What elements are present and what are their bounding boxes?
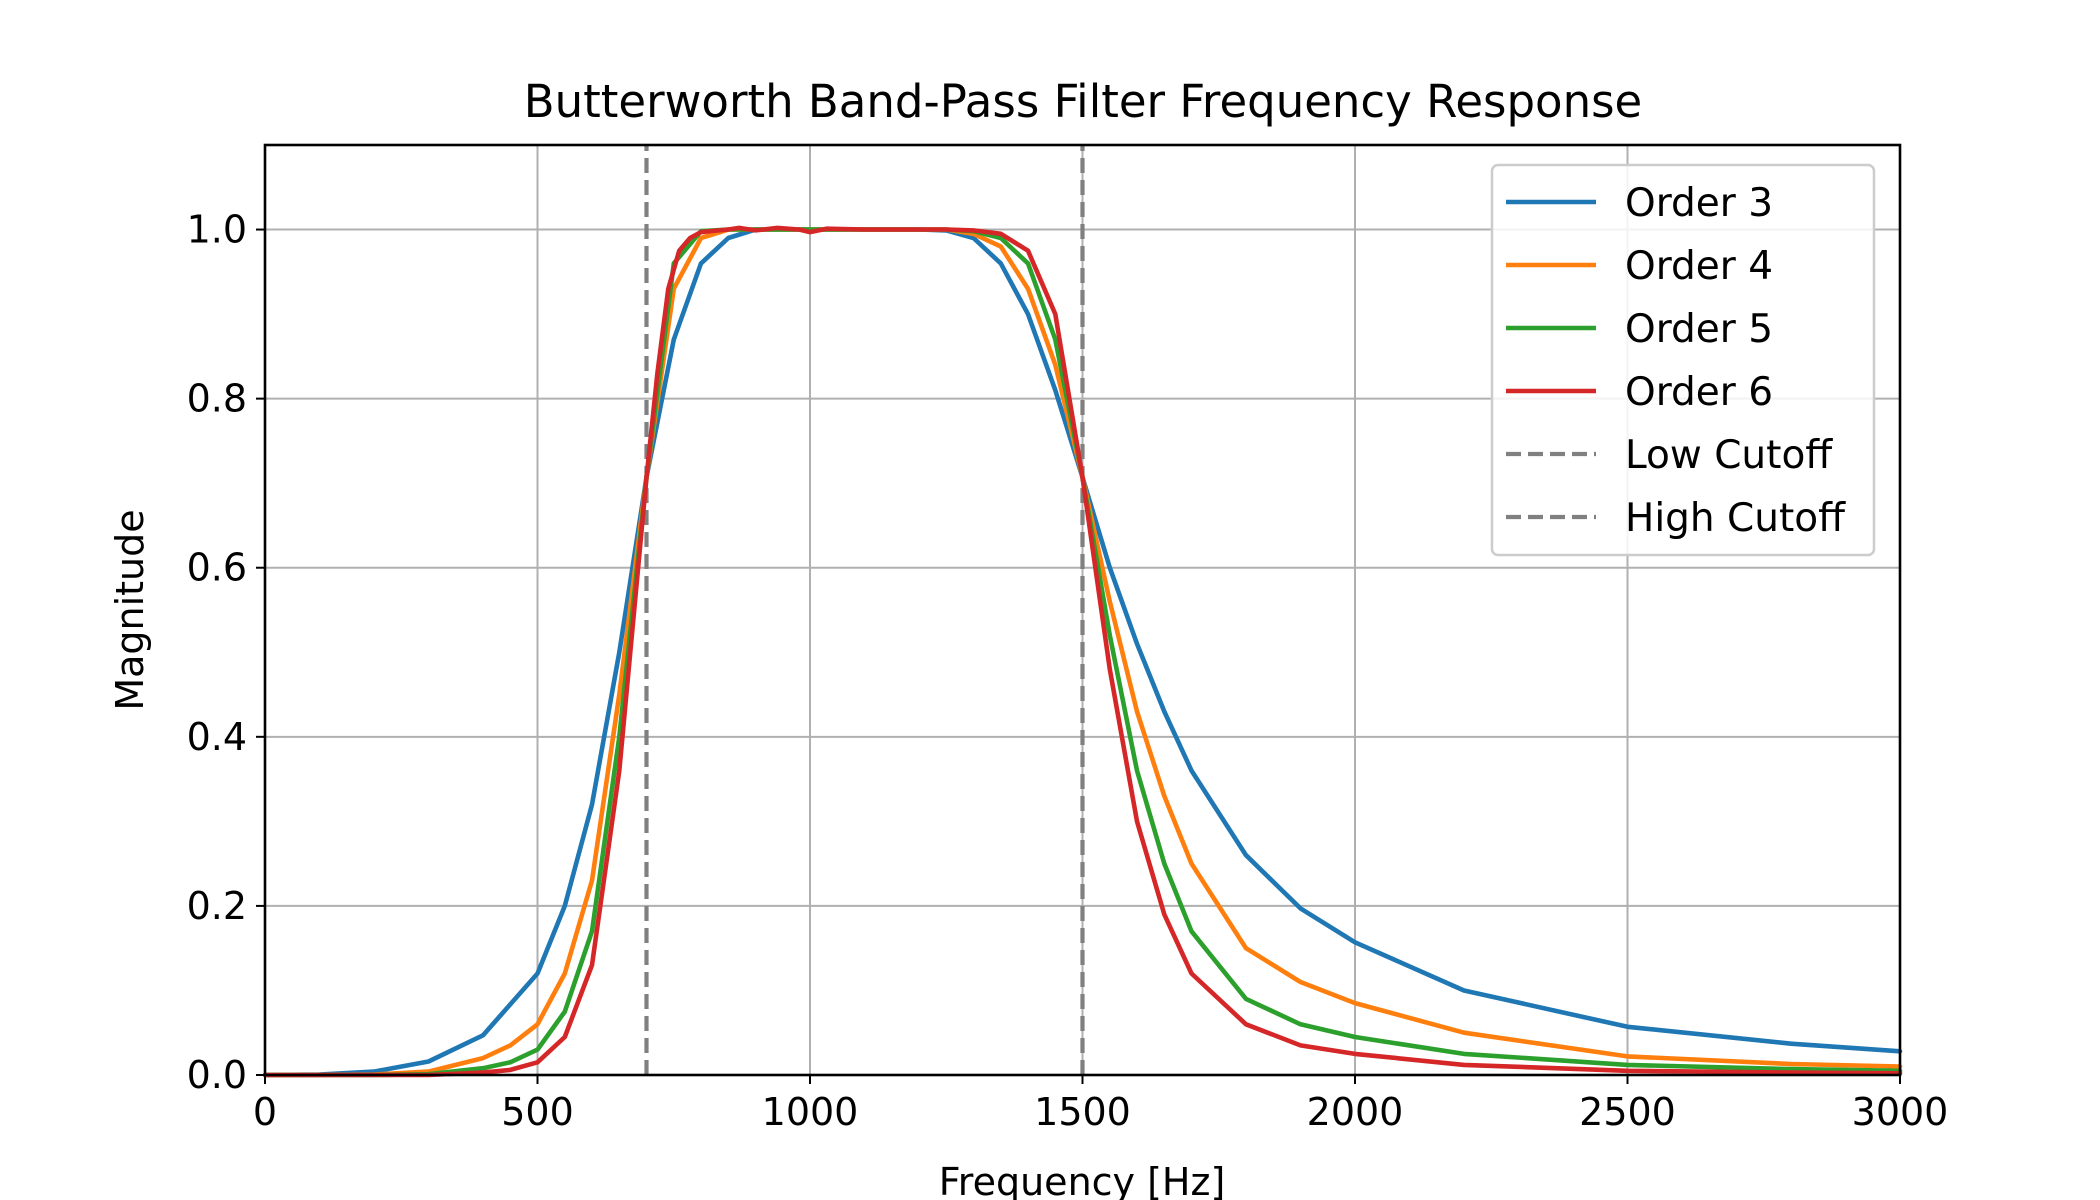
y-axis-label: Magnitude — [108, 509, 152, 710]
legend-label: Low Cutoff — [1625, 433, 1833, 478]
x-tick-label: 2500 — [1579, 1090, 1676, 1134]
series-lines — [262, 145, 1903, 1078]
legend-label: Order 6 — [1625, 370, 1773, 415]
x-tick-label: 2000 — [1307, 1090, 1404, 1134]
legend-label: High Cutoff — [1625, 496, 1846, 541]
y-axis-ticks: 0.0 0.2 0.4 0.6 0.8 1.0 — [187, 208, 265, 1097]
x-tick-label: 1500 — [1034, 1090, 1131, 1134]
y-tick-label: 1.0 — [187, 208, 247, 252]
x-tick-label: 1000 — [762, 1090, 859, 1134]
x-tick-label: 500 — [501, 1090, 574, 1134]
x-tick-label: 3000 — [1852, 1090, 1949, 1134]
y-tick-label: 0.4 — [187, 715, 247, 759]
legend: Order 3 Order 4 Order 5 Order 6 Low Cutoff Hi… — [1490, 163, 1876, 557]
series-line-order-6 — [262, 225, 1903, 1078]
chart-title: Butterworth Band-Pass Filter Frequency R… — [524, 75, 1642, 128]
legend-label: Order 4 — [1625, 244, 1773, 289]
legend-label: Order 3 — [1625, 181, 1773, 226]
legend-label: Order 5 — [1625, 307, 1773, 352]
x-tick-label: 0 — [253, 1090, 277, 1134]
y-tick-label: 0.8 — [187, 377, 247, 421]
y-tick-label: 0.2 — [187, 884, 247, 928]
y-tick-label: 0.0 — [187, 1053, 247, 1097]
legend-frame — [1490, 163, 1876, 557]
x-axis-ticks: 0 500 1000 1500 2000 2500 3000 — [253, 1075, 1948, 1134]
x-axis-label: Frequency [Hz] — [939, 1160, 1226, 1200]
y-tick-label: 0.6 — [187, 546, 247, 590]
